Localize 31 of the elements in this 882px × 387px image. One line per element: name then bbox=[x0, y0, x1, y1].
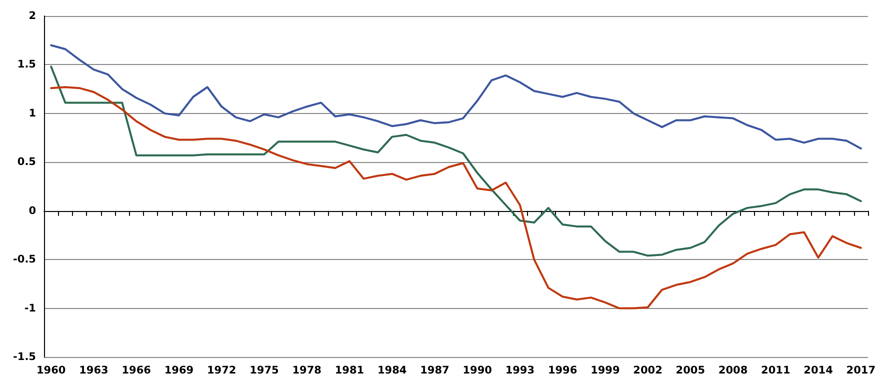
y-tick-label: 0.5 bbox=[17, 156, 36, 168]
x-tick-label: 1963 bbox=[79, 364, 108, 376]
y-tick-label: -1 bbox=[24, 302, 36, 314]
x-tick-label: 1969 bbox=[164, 364, 194, 376]
x-tick-label: 1987 bbox=[420, 364, 450, 376]
x-tick-label: 1990 bbox=[462, 364, 492, 376]
y-tick-label: -0.5 bbox=[13, 254, 36, 266]
x-tick-label: 2008 bbox=[718, 364, 748, 376]
x-tick-label: 1999 bbox=[590, 364, 620, 376]
x-tick-label: 1966 bbox=[122, 364, 151, 376]
x-tick-label: 1993 bbox=[505, 364, 535, 376]
x-tick-label: 1996 bbox=[548, 364, 578, 376]
x-tick-label: 1960 bbox=[36, 364, 66, 376]
x-tick-label: 1981 bbox=[334, 364, 364, 376]
line-series bbox=[50, 44, 862, 150]
x-tick-label: 1984 bbox=[377, 364, 407, 376]
x-tick-label: 1972 bbox=[206, 364, 236, 376]
x-tick-label: 2014 bbox=[804, 364, 833, 376]
y-tick-label: 1.5 bbox=[17, 58, 36, 71]
x-tick-label: 2002 bbox=[633, 364, 662, 376]
x-tick-label: 2017 bbox=[846, 364, 876, 376]
y-tick-label: 0 bbox=[28, 204, 36, 217]
y-tick-label: 2 bbox=[28, 10, 36, 22]
x-tick-label: 2011 bbox=[761, 364, 790, 376]
x-tick-label: 2005 bbox=[676, 364, 706, 376]
x-tick-label: 1978 bbox=[292, 364, 322, 376]
y-tick-label: -1.5 bbox=[13, 351, 36, 363]
line-series bbox=[50, 66, 862, 257]
x-tick-label: 1975 bbox=[250, 364, 279, 376]
y-tick-label: 1 bbox=[28, 107, 36, 120]
line-series bbox=[50, 86, 862, 310]
